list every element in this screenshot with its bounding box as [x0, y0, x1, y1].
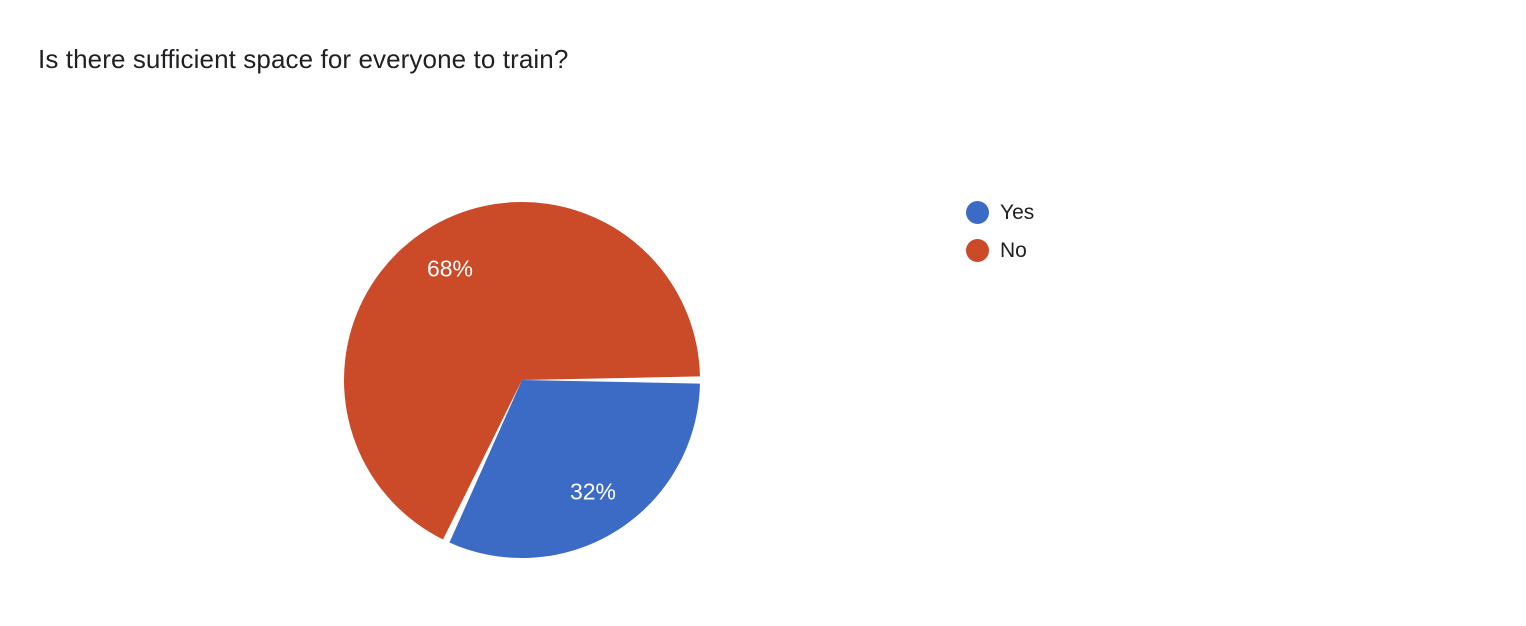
page-title: Is there sufficient space for everyone t…	[38, 44, 569, 74]
legend-swatch-no-icon	[966, 239, 989, 262]
legend-swatch-yes-icon	[966, 201, 989, 224]
legend-item-yes[interactable]: Yes	[966, 199, 1206, 226]
pie-chart-svg	[343, 202, 700, 558]
legend-label-no: No	[1000, 238, 1027, 262]
legend-item-no[interactable]: No	[966, 237, 1206, 264]
pie-slice-yes[interactable]	[449, 380, 700, 558]
chart-legend: Yes No	[966, 199, 1206, 275]
pie-slice-no[interactable]	[343, 202, 700, 540]
legend-label-yes: Yes	[1000, 200, 1035, 224]
